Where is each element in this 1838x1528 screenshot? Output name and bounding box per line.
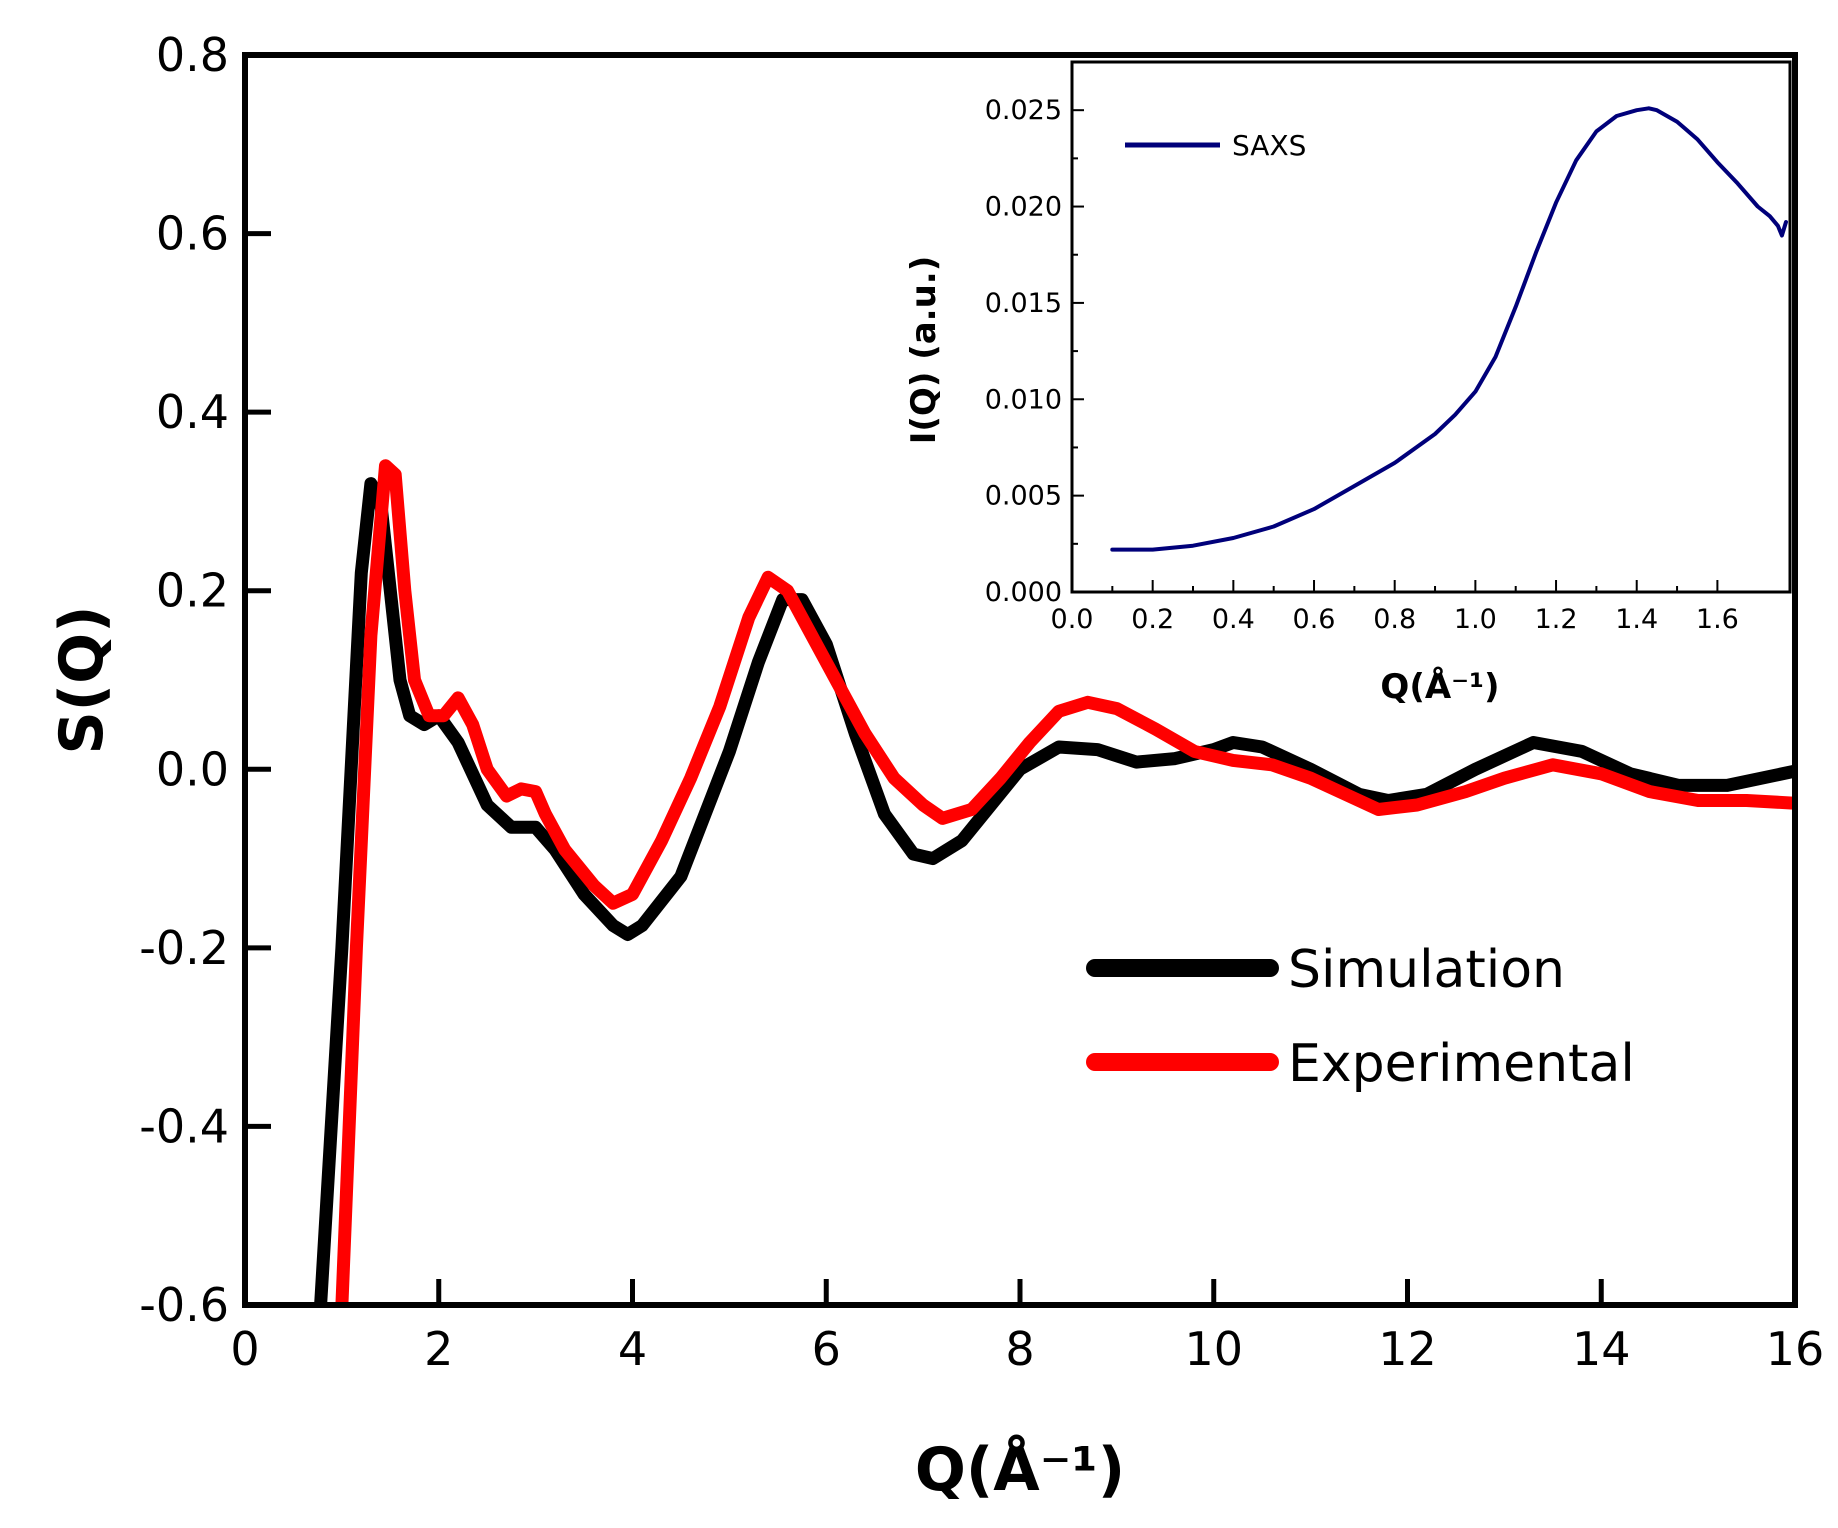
x-tick-label: 1.6 [1696, 604, 1739, 635]
x-tick-label: 1.0 [1454, 604, 1497, 635]
main-x-axis-title: Q(Å⁻¹) [915, 1434, 1125, 1505]
y-tick-label: -0.6 [139, 1278, 229, 1332]
main-x-axis: 0 2 4 6 8 10 12 14 16 [230, 1279, 1824, 1376]
series-line-saxs [1110, 106, 1788, 552]
inset-chart: 0.0 0.2 0.4 0.6 0.8 1.0 1.2 1.4 1.6 0.0000.0050.… [904, 60, 1792, 707]
x-tick-label: 10 [1184, 1322, 1243, 1376]
legend-label-simulation: Simulation [1288, 940, 1565, 1000]
x-tick-label: 8 [1005, 1322, 1034, 1376]
y-tick-label: 0.2 [156, 564, 229, 618]
y-tick-label: 0.0 [156, 742, 229, 796]
y-tick-label: -0.2 [139, 921, 229, 975]
y-tick-label: 0.015 [985, 288, 1062, 319]
y-tick-label: 0.8 [156, 28, 229, 82]
y-tick-label: 0.6 [156, 207, 229, 261]
y-tick-label: -0.4 [139, 1099, 229, 1153]
x-tick-label: 14 [1572, 1322, 1631, 1376]
x-tick-label: 12 [1378, 1322, 1437, 1376]
y-tick-label: 0.4 [156, 385, 229, 439]
x-tick-label: 0.6 [1293, 604, 1336, 635]
y-tick-label: 0.005 [985, 481, 1062, 512]
y-tick-label: 0.010 [985, 384, 1062, 415]
inset-x-axis: 0.0 0.2 0.4 0.6 0.8 1.0 1.2 1.4 1.6 [1051, 580, 1739, 635]
x-tick-label: 4 [618, 1322, 647, 1376]
x-tick-label: 0.4 [1212, 604, 1255, 635]
legend-label-saxs: SAXS [1232, 129, 1306, 162]
x-tick-label: 0.0 [1051, 604, 1094, 635]
inset-y-axis: 0.000 0.005 0.010 0.015 0.020 0.025 [985, 95, 1084, 608]
y-tick-label: 0.000 [985, 577, 1062, 608]
main-legend: Simulation Experimental [1086, 940, 1635, 1094]
x-tick-label: 2 [424, 1322, 453, 1376]
x-tick-label: 1.4 [1615, 604, 1658, 635]
inset-legend: SAXS [1125, 129, 1306, 162]
inset-plot-frame [1070, 60, 1792, 594]
main-series-layer [314, 459, 1795, 1305]
main-y-axis-title: S(Q) [47, 605, 117, 754]
series-line-experimental [335, 459, 1795, 1305]
x-tick-label: 0.2 [1131, 604, 1174, 635]
main-chart: 0 2 4 6 8 10 12 14 16 -0.6-0.4-0.20.00.20.40.60.… [47, 28, 1824, 1505]
y-tick-label: 0.025 [985, 95, 1062, 126]
x-tick-label: 1.2 [1535, 604, 1578, 635]
inset-y-axis-title: I(Q) (a.u.) [904, 256, 944, 445]
x-tick-label: 16 [1766, 1322, 1825, 1376]
x-tick-label: 0.8 [1373, 604, 1416, 635]
x-tick-label: 0 [230, 1322, 259, 1376]
y-tick-label: 0.020 [985, 192, 1062, 223]
x-tick-label: 6 [812, 1322, 841, 1376]
legend-label-experimental: Experimental [1288, 1034, 1635, 1094]
inset-series-layer [1110, 106, 1788, 552]
inset-x-axis-title: Q(Å⁻¹) [1380, 666, 1499, 707]
main-y-axis: -0.6 -0.4 -0.2 0.0 0.2 0.4 0.6 0.8 [139, 28, 271, 1332]
